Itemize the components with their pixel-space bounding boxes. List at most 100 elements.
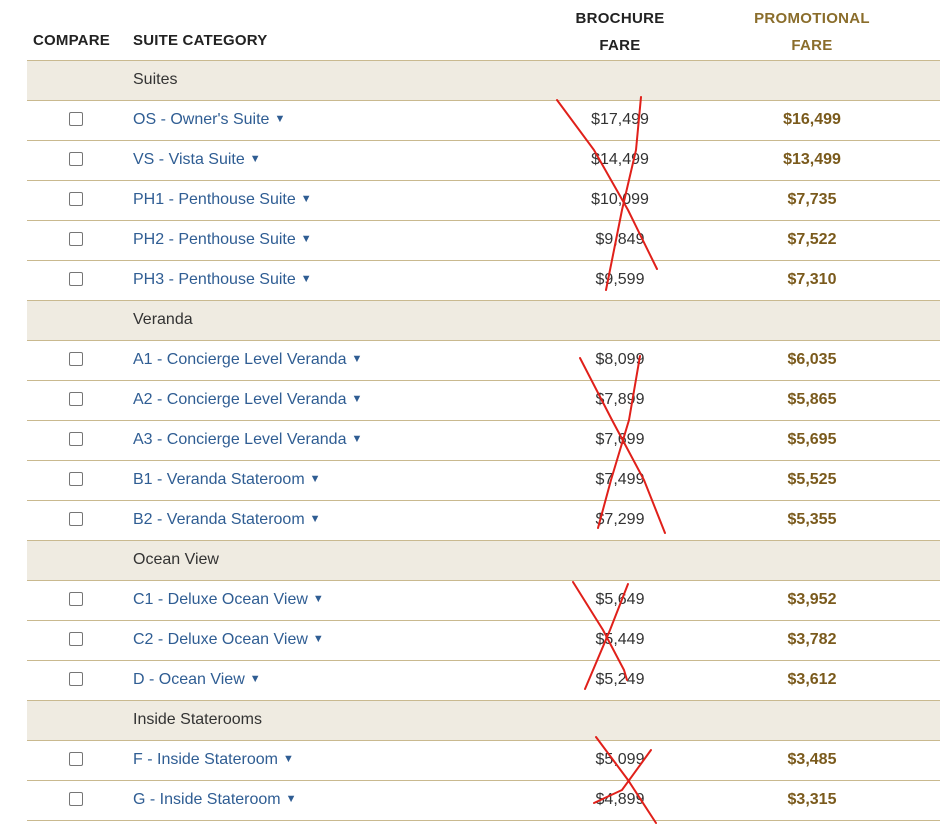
suite-category-link[interactable]: A1 - Concierge Level Veranda ▼ <box>133 351 362 369</box>
section-label: Veranda <box>133 311 193 328</box>
table-row: B1 - Veranda Stateroom ▼ $7,499 $5,525 <box>27 460 940 500</box>
brochure-fare: $7,899 <box>595 391 645 408</box>
brochure-fare: $5,649 <box>595 591 645 608</box>
compare-checkbox[interactable] <box>69 752 83 766</box>
section-row: Ocean View <box>27 540 940 580</box>
suite-category-label: C1 - Deluxe Ocean View <box>133 591 308 608</box>
caret-down-icon[interactable]: ▼ <box>300 233 312 245</box>
brochure-fare: $5,449 <box>595 631 645 648</box>
suite-category-link[interactable]: PH1 - Penthouse Suite ▼ <box>133 191 312 209</box>
caret-down-icon[interactable]: ▼ <box>312 593 324 605</box>
caret-down-icon[interactable]: ▼ <box>300 193 312 205</box>
caret-down-icon[interactable]: ▼ <box>282 753 294 765</box>
compare-checkbox[interactable] <box>69 672 83 686</box>
suite-category-column-header: SUITE CATEGORY <box>133 32 268 49</box>
promotional-fare: $13,499 <box>783 151 841 168</box>
compare-checkbox[interactable] <box>69 792 83 806</box>
suite-category-label: PH1 - Penthouse Suite <box>133 191 296 208</box>
suite-category-label: A1 - Concierge Level Veranda <box>133 351 347 368</box>
suite-category-link[interactable]: VS - Vista Suite ▼ <box>133 151 261 169</box>
brochure-fare: $7,499 <box>595 471 645 488</box>
compare-checkbox[interactable] <box>69 352 83 366</box>
promotional-fare: $6,035 <box>787 351 837 368</box>
suite-category-link[interactable]: PH3 - Penthouse Suite ▼ <box>133 271 312 289</box>
table-row: F - Inside Stateroom ▼ $5,099 $3,485 <box>27 740 940 780</box>
compare-checkbox[interactable] <box>69 512 83 526</box>
table-row: VS - Vista Suite ▼ $14,499 $13,499 <box>27 140 940 180</box>
brochure-fare-header-line1: BROCHURE <box>575 10 665 27</box>
caret-down-icon[interactable]: ▼ <box>300 273 312 285</box>
promotional-fare: $3,485 <box>787 751 837 768</box>
section-row: Suites <box>27 60 940 100</box>
suite-category-link[interactable]: B1 - Veranda Stateroom ▼ <box>133 471 321 489</box>
compare-checkbox[interactable] <box>69 632 83 646</box>
brochure-fare: $9,599 <box>595 271 645 288</box>
table-header: COMPARE SUITE CATEGORY BROCHURE FARE PRO… <box>27 0 940 60</box>
brochure-fare-header-line2: FARE <box>599 37 641 54</box>
brochure-fare: $7,699 <box>595 431 645 448</box>
compare-checkbox[interactable] <box>69 392 83 406</box>
promotional-fare: $7,735 <box>787 191 837 208</box>
brochure-fare: $17,499 <box>591 111 649 128</box>
suite-category-label: OS - Owner's Suite <box>133 111 270 128</box>
compare-checkbox[interactable] <box>69 232 83 246</box>
compare-checkbox[interactable] <box>69 472 83 486</box>
promotional-fare: $5,355 <box>787 511 837 528</box>
section-label: Ocean View <box>133 551 219 568</box>
suite-category-link[interactable]: PH2 - Penthouse Suite ▼ <box>133 231 312 249</box>
brochure-fare: $5,099 <box>595 751 645 768</box>
suite-category-label: PH3 - Penthouse Suite <box>133 271 296 288</box>
suite-category-link[interactable]: D - Ocean View ▼ <box>133 671 261 689</box>
caret-down-icon[interactable]: ▼ <box>285 793 297 805</box>
compare-checkbox[interactable] <box>69 152 83 166</box>
table-row: PH3 - Penthouse Suite ▼ $9,599 $7,310 <box>27 260 940 300</box>
suite-category-label: PH2 - Penthouse Suite <box>133 231 296 248</box>
table-row: A3 - Concierge Level Veranda ▼ $7,699 $5,69… <box>27 420 940 460</box>
compare-checkbox[interactable] <box>69 592 83 606</box>
caret-down-icon[interactable]: ▼ <box>309 513 321 525</box>
compare-checkbox[interactable] <box>69 112 83 126</box>
suite-category-link[interactable]: A2 - Concierge Level Veranda ▼ <box>133 391 362 409</box>
promotional-fare: $3,782 <box>787 631 837 648</box>
caret-down-icon[interactable]: ▼ <box>312 633 324 645</box>
brochure-fare: $8,099 <box>595 351 645 368</box>
table-body: Suites OS - Owner's Suite ▼ $17,499 $16,499 V… <box>27 60 940 821</box>
compare-checkbox[interactable] <box>69 272 83 286</box>
table-row: A1 - Concierge Level Veranda ▼ $8,099 $6,03… <box>27 340 940 380</box>
promotional-fare: $7,310 <box>787 271 837 288</box>
caret-down-icon[interactable]: ▼ <box>249 673 261 685</box>
suite-category-label: C2 - Deluxe Ocean View <box>133 631 308 648</box>
table-row: PH2 - Penthouse Suite ▼ $9,849 $7,522 <box>27 220 940 260</box>
caret-down-icon[interactable]: ▼ <box>351 393 363 405</box>
caret-down-icon[interactable]: ▼ <box>351 353 363 365</box>
table-row: D - Ocean View ▼ $5,249 $3,612 <box>27 660 940 700</box>
section-row: Veranda <box>27 300 940 340</box>
compare-checkbox[interactable] <box>69 432 83 446</box>
suite-category-link[interactable]: OS - Owner's Suite ▼ <box>133 111 285 129</box>
brochure-fare: $4,899 <box>595 791 645 808</box>
promotional-fare: $3,612 <box>787 671 837 688</box>
promotional-fare-header-line1: PROMOTIONAL <box>754 10 870 27</box>
promotional-fare: $16,499 <box>783 111 841 128</box>
suite-category-link[interactable]: B2 - Veranda Stateroom ▼ <box>133 511 321 529</box>
suite-category-link[interactable]: C1 - Deluxe Ocean View ▼ <box>133 591 324 609</box>
caret-down-icon[interactable]: ▼ <box>274 113 286 125</box>
table-row: C1 - Deluxe Ocean View ▼ $5,649 $3,952 <box>27 580 940 620</box>
suite-category-link[interactable]: G - Inside Stateroom ▼ <box>133 791 297 809</box>
caret-down-icon[interactable]: ▼ <box>309 473 321 485</box>
suite-category-link[interactable]: A3 - Concierge Level Veranda ▼ <box>133 431 362 449</box>
caret-down-icon[interactable]: ▼ <box>351 433 363 445</box>
caret-down-icon[interactable]: ▼ <box>249 153 261 165</box>
section-label: Inside Staterooms <box>133 711 262 728</box>
suite-category-label: A2 - Concierge Level Veranda <box>133 391 347 408</box>
table-row: A2 - Concierge Level Veranda ▼ $7,899 $5,86… <box>27 380 940 420</box>
section-label: Suites <box>133 71 178 88</box>
suite-category-link[interactable]: F - Inside Stateroom ▼ <box>133 751 294 769</box>
table-row: PH1 - Penthouse Suite ▼ $10,099 $7,735 <box>27 180 940 220</box>
suite-category-label: A3 - Concierge Level Veranda <box>133 431 347 448</box>
suite-category-link[interactable]: C2 - Deluxe Ocean View ▼ <box>133 631 324 649</box>
brochure-fare: $14,499 <box>591 151 649 168</box>
table-row: C2 - Deluxe Ocean View ▼ $5,449 $3,782 <box>27 620 940 660</box>
promotional-fare: $5,525 <box>787 471 837 488</box>
compare-checkbox[interactable] <box>69 192 83 206</box>
